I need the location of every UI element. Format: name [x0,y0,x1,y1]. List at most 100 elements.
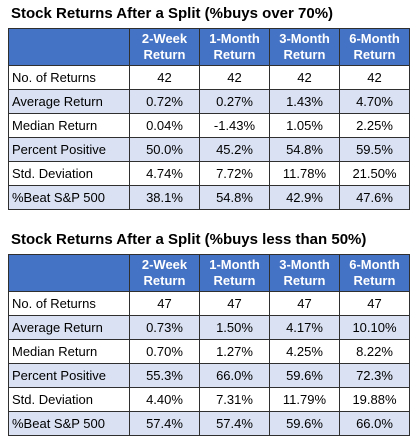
header-corner-cell [8,28,130,66]
column-header-line1: 2-Week [141,257,188,272]
table-cell: 57.4% [199,411,270,436]
returns-table: 2-Week Return 1-Month Return 3-Month Return… [8,28,410,210]
row-label: %Beat S&P 500 [8,185,130,210]
row-label: Percent Positive [8,137,130,162]
table-cell: 47 [269,291,340,316]
column-header-line2: Return [143,47,186,62]
row-label: No. of Returns [8,291,130,316]
table-cell: 11.78% [269,161,340,186]
column-header-6-month: 6-Month Return [339,254,410,292]
table-cell: 0.04% [129,113,200,138]
column-header-line1: 6-Month [349,257,400,272]
table-row: Percent Positive 55.3% 66.0% 59.6% 72.3% [8,363,410,388]
table-cell: 47 [199,291,270,316]
column-header-line2: Return [213,273,256,288]
row-label: Median Return [8,113,130,138]
column-header-line2: Return [353,47,396,62]
column-header-line1: 1-Month [209,257,260,272]
table-cell: 7.31% [199,387,270,412]
column-header-line2: Return [213,47,256,62]
table-cell: 7.72% [199,161,270,186]
table-cell: 47 [129,291,200,316]
returns-table-buys-over-70: Stock Returns After a Split (%buys over … [8,0,410,210]
table-row: Median Return 0.04% -1.43% 1.05% 2.25% [8,113,410,138]
table-cell: 42 [129,65,200,90]
table-cell: 55.3% [129,363,200,388]
table-cell: 4.70% [339,89,410,114]
table-cell: 47 [339,291,410,316]
table-row: %Beat S&P 500 38.1% 54.8% 42.9% 47.6% [8,185,410,210]
column-header-6-month: 6-Month Return [339,28,410,66]
table-cell: 4.17% [269,315,340,340]
table-cell: 47.6% [339,185,410,210]
table-cell: 59.6% [269,363,340,388]
table-cell: 59.5% [339,137,410,162]
table-cell: 10.10% [339,315,410,340]
table-cell: 1.50% [199,315,270,340]
table-cell: 42.9% [269,185,340,210]
table-cell: 0.70% [129,339,200,364]
column-header-line1: 6-Month [349,31,400,46]
row-label: Std. Deviation [8,387,130,412]
column-header-line2: Return [283,273,326,288]
table-title: Stock Returns After a Split (%buys over … [11,5,334,22]
table-cell: 8.22% [339,339,410,364]
table-cell: 1.27% [199,339,270,364]
header-corner-cell [8,254,130,292]
column-header-1-month: 1-Month Return [199,28,270,66]
column-header-3-month: 3-Month Return [269,28,340,66]
column-header-line1: 2-Week [141,31,188,46]
row-label: No. of Returns [8,65,130,90]
header-row: 2-Week Return 1-Month Return 3-Month Return… [8,28,410,66]
column-header-3-month: 3-Month Return [269,254,340,292]
table-cell: 4.40% [129,387,200,412]
column-header-line2: Return [143,273,186,288]
table-cell: 66.0% [339,411,410,436]
table-cell: 42 [269,65,340,90]
table-cell: 21.50% [339,161,410,186]
row-label: Median Return [8,339,130,364]
column-header-line1: 1-Month [209,31,260,46]
table-row: Std. Deviation 4.40% 7.31% 11.79% 19.88% [8,387,410,412]
table-cell: 4.74% [129,161,200,186]
table-cell: 54.8% [199,185,270,210]
column-header-line2: Return [353,273,396,288]
table-cell: -1.43% [199,113,270,138]
table-row: Std. Deviation 4.74% 7.72% 11.78% 21.50% [8,161,410,186]
row-label: Average Return [8,89,130,114]
table-row: No. of Returns 47 47 47 47 [8,291,410,316]
table-cell: 38.1% [129,185,200,210]
table-row: Average Return 0.73% 1.50% 4.17% 10.10% [8,315,410,340]
header-row: 2-Week Return 1-Month Return 3-Month Return… [8,254,410,292]
table-cell: 45.2% [199,137,270,162]
table-cell: 2.25% [339,113,410,138]
row-label: %Beat S&P 500 [8,411,130,436]
table-cell: 4.25% [269,339,340,364]
column-header-line1: 3-Month [279,257,330,272]
returns-table: 2-Week Return 1-Month Return 3-Month Return… [8,254,410,436]
table-cell: 11.79% [269,387,340,412]
table-row: Average Return 0.72% 0.27% 1.43% 4.70% [8,89,410,114]
table-cell: 0.73% [129,315,200,340]
row-label: Std. Deviation [8,161,130,186]
row-label: Average Return [8,315,130,340]
table-cell: 1.43% [269,89,340,114]
table-cell: 0.27% [199,89,270,114]
table-cell: 57.4% [129,411,200,436]
table-cell: 42 [199,65,270,90]
table-row: %Beat S&P 500 57.4% 57.4% 59.6% 66.0% [8,411,410,436]
table-row: Percent Positive 50.0% 45.2% 54.8% 59.5% [8,137,410,162]
column-header-1-month: 1-Month Return [199,254,270,292]
table-cell: 50.0% [129,137,200,162]
table-title: Stock Returns After a Split (%buys less … [11,231,367,248]
table-cell: 0.72% [129,89,200,114]
table-cell: 66.0% [199,363,270,388]
table-cell: 42 [339,65,410,90]
table-cell: 59.6% [269,411,340,436]
table-row: Median Return 0.70% 1.27% 4.25% 8.22% [8,339,410,364]
column-header-2-week: 2-Week Return [129,254,200,292]
table-row: No. of Returns 42 42 42 42 [8,65,410,90]
table-cell: 19.88% [339,387,410,412]
column-header-line2: Return [283,47,326,62]
table-cell: 54.8% [269,137,340,162]
